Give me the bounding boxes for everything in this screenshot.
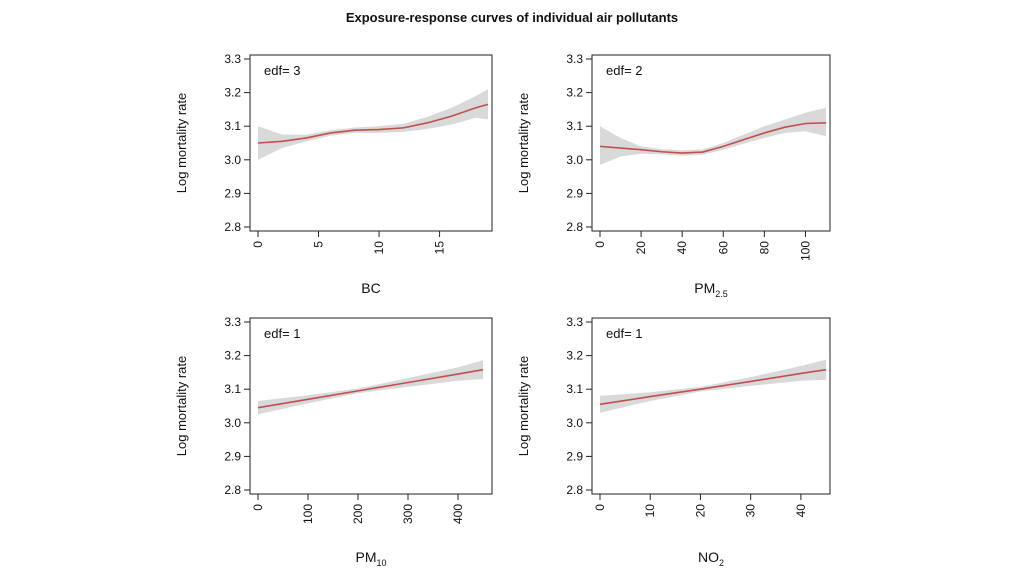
y-tick-label: 2.9 [566, 449, 583, 463]
chart-panel-1: 2.8 2.9 3.0 3.1 3.2 3.3 0 5 10 15 edf= 3 Log mortal… [174, 52, 493, 296]
x-axis-label: PM10 [355, 549, 386, 568]
x-tick-label: 100 [798, 241, 812, 261]
x-tick-label: 60 [716, 241, 730, 255]
x-tick-label: 0 [251, 504, 265, 511]
x-tick-label: 40 [794, 504, 808, 518]
plot-frame [591, 317, 831, 495]
chart-panel-4: 2.8 2.9 3.0 3.1 3.2 3.3 0 10 20 30 40 edf= 1 Log mor… [516, 315, 831, 568]
y-tick-label: 3.1 [566, 382, 583, 396]
plot-frame [249, 317, 493, 495]
confidence-band [600, 107, 826, 165]
y-tick-label: 3.3 [224, 52, 241, 66]
y-tick-label: 2.8 [224, 483, 241, 497]
y-tick-label: 3.1 [224, 119, 241, 133]
y-tick-label: 2.9 [566, 186, 583, 200]
y-axis-label: Log mortality rate [516, 93, 531, 193]
confidence-band [600, 359, 826, 413]
edf-annotation: edf= 1 [606, 326, 643, 341]
x-tick-label: 300 [401, 504, 415, 524]
y-tick-label: 3.0 [224, 153, 241, 167]
x-tick-label: 20 [693, 504, 707, 518]
y-tick-label: 2.8 [566, 220, 583, 234]
y-tick-label: 3.3 [566, 315, 583, 329]
fitted-curve [599, 122, 827, 154]
x-tick-label: 100 [301, 504, 315, 524]
y-axis-label: Log mortality rate [174, 93, 189, 193]
x-axis-label: PM2.5 [694, 280, 728, 299]
edf-annotation: edf= 1 [264, 326, 301, 341]
x-axis-label: BC [361, 280, 380, 296]
fitted-curve [257, 103, 489, 144]
y-tick-label: 2.9 [224, 449, 241, 463]
x-tick-label: 0 [251, 241, 265, 248]
x-tick-label: 40 [675, 241, 689, 255]
y-tick-label: 3.2 [566, 86, 583, 100]
x-tick-label: 0 [593, 504, 607, 511]
x-tick-label: 30 [744, 504, 758, 518]
confidence-band [258, 360, 483, 415]
y-axis-label: Log mortality rate [516, 356, 531, 456]
fitted-curve [599, 368, 827, 406]
fitted-curve [257, 368, 484, 409]
edf-annotation: edf= 2 [606, 63, 643, 78]
y-tick-label: 3.2 [224, 86, 241, 100]
chart-panel-2: 2.8 2.9 3.0 3.1 3.2 3.3 0 20 40 60 80 100 edf= 2 Log … [516, 52, 831, 299]
y-tick-label: 3.2 [224, 349, 241, 363]
y-tick-label: 3.3 [224, 315, 241, 329]
confidence-band [258, 89, 488, 160]
x-tick-label: 5 [312, 241, 326, 248]
y-tick-label: 2.8 [224, 220, 241, 234]
x-tick-label: 80 [757, 241, 771, 255]
y-tick-label: 3.0 [224, 416, 241, 430]
x-tick-label: 10 [372, 241, 386, 255]
edf-annotation: edf= 3 [264, 63, 301, 78]
y-tick-label: 3.0 [566, 416, 583, 430]
y-tick-label: 3.1 [224, 382, 241, 396]
x-tick-label: 15 [433, 241, 447, 255]
y-tick-label: 3.0 [566, 153, 583, 167]
y-tick-label: 3.1 [566, 119, 583, 133]
x-tick-label: 200 [351, 504, 365, 524]
y-tick-label: 2.9 [224, 186, 241, 200]
y-tick-label: 3.2 [566, 349, 583, 363]
chart-title: Exposure-response curves of individual a… [345, 10, 679, 25]
y-axis-label: Log mortality rate [174, 356, 189, 456]
plot-frame [249, 54, 493, 232]
y-tick-label: 2.8 [566, 483, 583, 497]
plot-frame [591, 54, 831, 232]
x-tick-label: 10 [643, 504, 657, 518]
x-tick-label: 400 [451, 504, 465, 524]
chart-panel-3: 2.8 2.9 3.0 3.1 3.2 3.3 0 100 200 300 400 edf= 1 Log… [174, 315, 493, 568]
x-axis-label: NO2 [698, 549, 724, 568]
x-tick-label: 20 [634, 241, 648, 255]
y-tick-label: 3.3 [566, 52, 583, 66]
x-tick-label: 0 [593, 241, 607, 248]
